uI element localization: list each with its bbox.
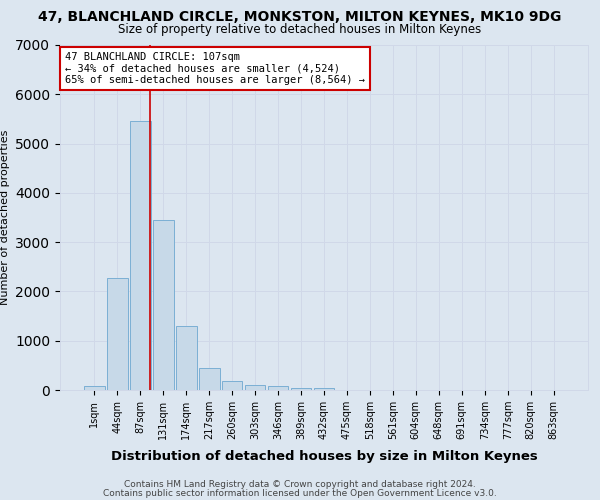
X-axis label: Distribution of detached houses by size in Milton Keynes: Distribution of detached houses by size … <box>110 450 538 464</box>
Bar <box>290 388 311 390</box>
Bar <box>107 278 128 390</box>
Bar <box>176 326 197 390</box>
Bar <box>130 122 151 390</box>
Bar <box>245 385 265 390</box>
Bar <box>84 386 104 390</box>
Bar <box>222 382 242 390</box>
Text: Size of property relative to detached houses in Milton Keynes: Size of property relative to detached ho… <box>118 22 482 36</box>
Text: Contains public sector information licensed under the Open Government Licence v3: Contains public sector information licen… <box>103 488 497 498</box>
Bar <box>314 388 334 390</box>
Y-axis label: Number of detached properties: Number of detached properties <box>0 130 10 305</box>
Text: 47 BLANCHLAND CIRCLE: 107sqm
← 34% of detached houses are smaller (4,524)
65% of: 47 BLANCHLAND CIRCLE: 107sqm ← 34% of de… <box>65 52 365 85</box>
Text: 47, BLANCHLAND CIRCLE, MONKSTON, MILTON KEYNES, MK10 9DG: 47, BLANCHLAND CIRCLE, MONKSTON, MILTON … <box>38 10 562 24</box>
Text: Contains HM Land Registry data © Crown copyright and database right 2024.: Contains HM Land Registry data © Crown c… <box>124 480 476 489</box>
Bar <box>268 386 289 390</box>
Bar <box>199 368 220 390</box>
Bar <box>153 220 173 390</box>
